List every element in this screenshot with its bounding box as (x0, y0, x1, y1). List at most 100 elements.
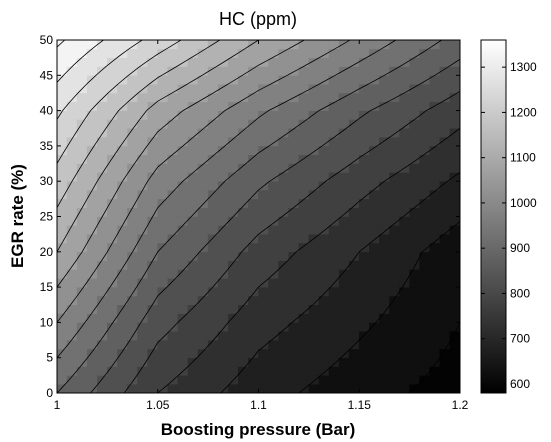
contour-cell (157, 40, 169, 50)
contour-cell (258, 127, 269, 138)
contour-cell (419, 198, 431, 208)
contour-cell (217, 163, 229, 173)
contour-cell (298, 48, 310, 58)
contour-cell (86, 260, 98, 270)
contour-cell (107, 277, 118, 288)
contour-cell (258, 83, 269, 94)
contour-cell (97, 136, 108, 147)
contour-cell (389, 154, 400, 164)
contour-cell (57, 277, 68, 288)
contour-cell (117, 92, 128, 103)
contour-cell (409, 92, 420, 103)
contour-cell (177, 242, 189, 253)
contour-cell (379, 101, 390, 111)
contour-cell (107, 322, 118, 332)
contour-cell (187, 383, 199, 393)
contour-cell (318, 366, 330, 376)
contour-cell (217, 277, 229, 288)
contour-cell (288, 145, 300, 156)
contour-cell (137, 189, 148, 200)
contour-cell (147, 242, 159, 253)
contour-cell (409, 330, 420, 341)
contour-cell (197, 269, 209, 279)
contour-cell (137, 110, 148, 120)
contour-cell (97, 119, 108, 129)
contour-cell (449, 295, 460, 306)
contour-cell (217, 375, 229, 385)
y-tick-label: 45 (40, 68, 54, 82)
contour-cell (258, 110, 269, 120)
contour-cell (298, 154, 310, 164)
contour-cell (207, 110, 219, 120)
contour-cell (338, 189, 350, 200)
contour-cell (207, 119, 219, 129)
contour-cell (439, 57, 451, 67)
contour-cell (97, 101, 108, 111)
contour-cell (217, 286, 229, 297)
contour-cell (137, 136, 148, 147)
contour-cell (86, 154, 98, 164)
contour-cell (217, 366, 229, 376)
contour-cell (76, 57, 88, 67)
contour-cell (207, 189, 219, 200)
contour-cell (217, 101, 229, 111)
contour-cell (217, 189, 229, 200)
contour-cell (449, 313, 460, 323)
contour-cell (157, 251, 169, 261)
contour-cell (449, 154, 460, 164)
contour-cell (127, 233, 138, 244)
contour-cell (439, 189, 451, 200)
contour-cell (419, 40, 431, 50)
contour-cell (117, 83, 128, 94)
contour-cell (127, 295, 138, 306)
contour-cell (318, 277, 330, 288)
contour-cell (76, 207, 88, 217)
contour-cell (207, 330, 219, 341)
contour-cell (177, 92, 189, 103)
contour-cell (197, 163, 209, 173)
contour-cell (147, 163, 159, 173)
contour-cell (278, 383, 290, 393)
contour-cell (86, 101, 98, 111)
contour-cell (258, 313, 269, 323)
contour-cell (278, 357, 290, 367)
contour-cell (268, 225, 279, 235)
contour-cell (66, 92, 78, 103)
contour-cell (227, 101, 239, 111)
contour-cell (57, 119, 68, 129)
contour-cell (238, 383, 249, 393)
contour-cell (328, 366, 340, 376)
contour-cell (227, 119, 239, 129)
contour-cell (358, 207, 370, 217)
contour-cell (227, 198, 239, 208)
contour-cell (348, 207, 360, 217)
contour-cell (57, 110, 68, 120)
contour-cell (298, 313, 310, 323)
contour-cell (177, 198, 189, 208)
contour-cell (147, 48, 159, 58)
contour-cell (369, 330, 380, 341)
contour-cell (197, 57, 209, 67)
contour-cell (389, 357, 400, 367)
contour-cell (207, 304, 219, 314)
contour-cell (258, 119, 269, 129)
contour-cell (107, 375, 118, 385)
contour-cell (338, 75, 350, 85)
contour-cell (298, 225, 310, 235)
contour-cell (399, 75, 410, 85)
contour-cell (157, 83, 169, 94)
contour-cell (167, 127, 179, 138)
contour-cell (328, 40, 340, 50)
contour-cell (419, 330, 431, 341)
contour-cell (278, 207, 290, 217)
contour-cell (217, 83, 229, 94)
contour-cell (177, 163, 189, 173)
contour-cell (207, 277, 219, 288)
contour-cell (328, 339, 340, 350)
contour-cell (117, 172, 128, 182)
contour-cell (369, 216, 380, 226)
contour-cell (127, 57, 138, 67)
contour-cell (429, 260, 441, 270)
contour-cell (76, 269, 88, 279)
